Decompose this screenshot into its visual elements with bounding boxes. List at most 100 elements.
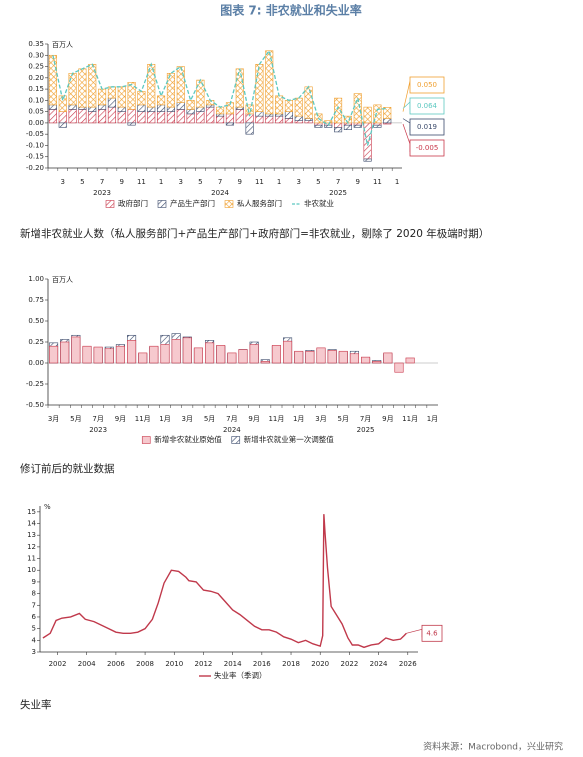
bar [176, 66, 185, 103]
y-tick-label: 5 [32, 625, 36, 633]
bar [265, 115, 274, 124]
bar [245, 122, 254, 135]
bar [394, 362, 404, 373]
y-tick-label: 12 [27, 543, 36, 551]
x-tick-label: 2026 [399, 660, 417, 668]
x-tick-label: 9 [356, 178, 360, 186]
line [42, 514, 407, 649]
year-label: 2023 [89, 426, 107, 434]
x-tick-label: 2022 [340, 660, 358, 668]
x-tick-label: 5月 [204, 415, 215, 423]
bar [260, 361, 270, 364]
bar [206, 104, 215, 108]
caption: 新增非农就业人数（私人服务部门+产品生产部门+政府部门=非农就业，剔除了 202… [20, 227, 489, 240]
end-label: -0.005 [416, 144, 439, 152]
bar [383, 352, 393, 364]
bar [149, 345, 159, 364]
y-tick-label: 15 [27, 508, 36, 516]
y-tick-label: 6 [32, 613, 37, 621]
x-tick-label: 5 [80, 178, 84, 186]
x-tick-label: 3 [297, 178, 301, 186]
bar [157, 104, 166, 112]
y-tick-label: 14 [27, 520, 36, 528]
legend-label: 非农就业 [304, 198, 334, 208]
bar [265, 50, 274, 115]
bar [305, 350, 315, 364]
x-tick-label: 7 [336, 178, 340, 186]
bar [216, 115, 225, 124]
bar [176, 109, 185, 124]
end-label: 0.064 [417, 102, 438, 110]
y-tick-label: 0.25 [28, 63, 44, 71]
y-tick-label: 8 [32, 590, 36, 598]
y-tick-label: 0.20 [28, 74, 44, 82]
y-tick-label: 10 [27, 566, 36, 574]
bar [206, 106, 215, 124]
x-tick-label: 9月 [382, 415, 393, 423]
y-tick-label: 0.00 [28, 119, 44, 127]
bar [255, 63, 264, 112]
end-label-box [421, 624, 443, 642]
bar [137, 104, 146, 112]
bar [216, 113, 225, 117]
bar [196, 111, 205, 124]
y-tick-label: 0.30 [28, 51, 44, 59]
y-tick-label: 13 [27, 531, 36, 539]
x-tick-label: 1月 [427, 415, 438, 423]
bar [405, 357, 415, 364]
x-tick-label: 1 [395, 178, 399, 186]
caption: 失业率 [20, 698, 52, 711]
x-tick-label: 9 [238, 178, 242, 186]
x-tick-label: 1月 [293, 415, 304, 423]
x-tick-label: 11 [255, 178, 264, 186]
bar [98, 109, 107, 124]
bar [216, 345, 226, 364]
legend-swatch [231, 436, 241, 444]
bar [171, 339, 181, 364]
x-tick-label: 3月 [182, 415, 193, 423]
bar [324, 120, 333, 124]
bar [363, 158, 372, 162]
bar [107, 86, 116, 99]
bar [265, 113, 274, 117]
bar [304, 118, 313, 121]
legend-swatch [224, 200, 234, 208]
x-tick-label: 1月 [159, 415, 170, 423]
x-tick-label: 9 [120, 178, 124, 186]
x-tick-label: 11月 [402, 415, 418, 423]
bar [117, 106, 126, 112]
bar [78, 109, 87, 124]
bar [48, 109, 57, 124]
y-tick-label: 0.05 [28, 108, 44, 116]
bar [127, 82, 136, 110]
x-tick-label: 11 [373, 178, 382, 186]
end-label: 4.6 [426, 629, 438, 637]
end-label: 0.050 [417, 81, 437, 89]
bar [60, 341, 70, 364]
bar [284, 100, 293, 112]
source: 资料来源：Macrobond，兴业研究 [423, 741, 563, 753]
bar [193, 347, 203, 364]
bar [107, 97, 116, 108]
bar [235, 68, 244, 108]
bar [235, 106, 244, 110]
y-tick-label: 0.00 [28, 359, 44, 367]
x-tick-label: 2020 [311, 660, 329, 668]
bar [82, 345, 92, 364]
end-label-box [409, 76, 445, 94]
bar [88, 106, 97, 112]
bar [353, 93, 362, 124]
y-unit: 百万人 [52, 41, 73, 49]
x-tick-label: 3 [61, 178, 65, 186]
y-tick-label: 11 [27, 555, 36, 563]
x-tick-label: 9月 [115, 415, 126, 423]
x-tick-label: 1 [159, 178, 163, 186]
bar [127, 109, 136, 124]
bar [205, 342, 215, 364]
bar [157, 111, 166, 124]
bar [115, 345, 125, 364]
bar [176, 102, 185, 110]
bar [284, 111, 293, 119]
bar [137, 111, 146, 124]
y-tick-label: 7 [32, 601, 36, 609]
